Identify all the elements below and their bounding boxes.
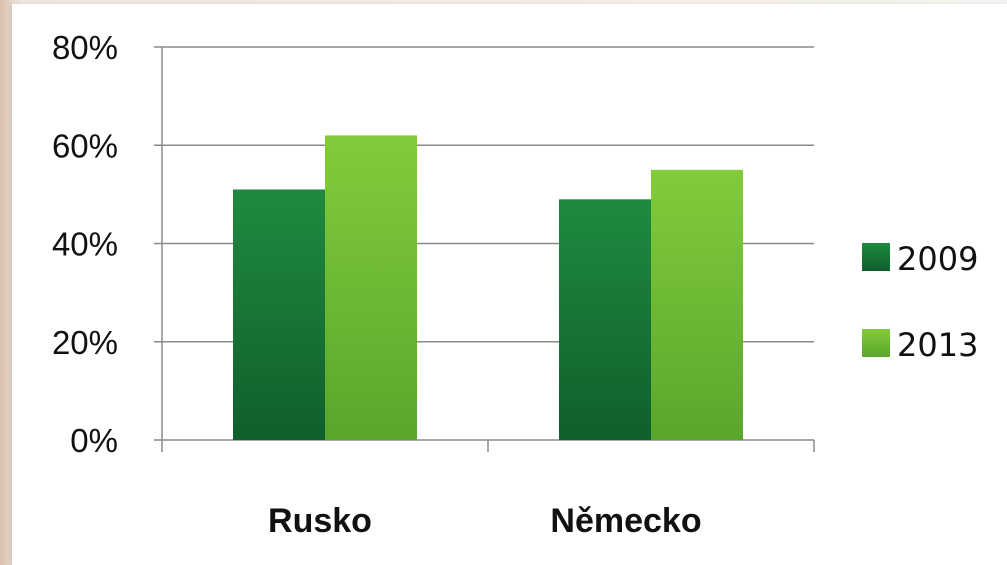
bar-2009-1 [559, 199, 651, 440]
y-tick-label: 20% [52, 324, 118, 361]
bar-2009-0 [233, 189, 325, 440]
x-category-label: Německo [550, 502, 701, 540]
legend-label: 2013 [897, 326, 978, 364]
bars [233, 135, 743, 441]
bar-2013-0 [325, 135, 417, 441]
legend-swatch-2009 [862, 243, 890, 271]
axis-labels: 0% 20% 40% 60% 80% Rusko Německo [52, 29, 702, 540]
legend-swatch-2013 [862, 329, 890, 357]
legend-label: 2009 [897, 240, 978, 278]
chart-card [12, 4, 1007, 565]
x-category-label: Rusko [268, 502, 372, 540]
y-tick-label: 60% [52, 127, 118, 164]
bar-2013-1 [651, 169, 743, 440]
y-tick-label: 80% [52, 29, 118, 66]
y-tick-label: 40% [52, 226, 118, 263]
y-tick-label: 0% [70, 422, 118, 459]
legend: 2009 2013 [862, 240, 978, 364]
